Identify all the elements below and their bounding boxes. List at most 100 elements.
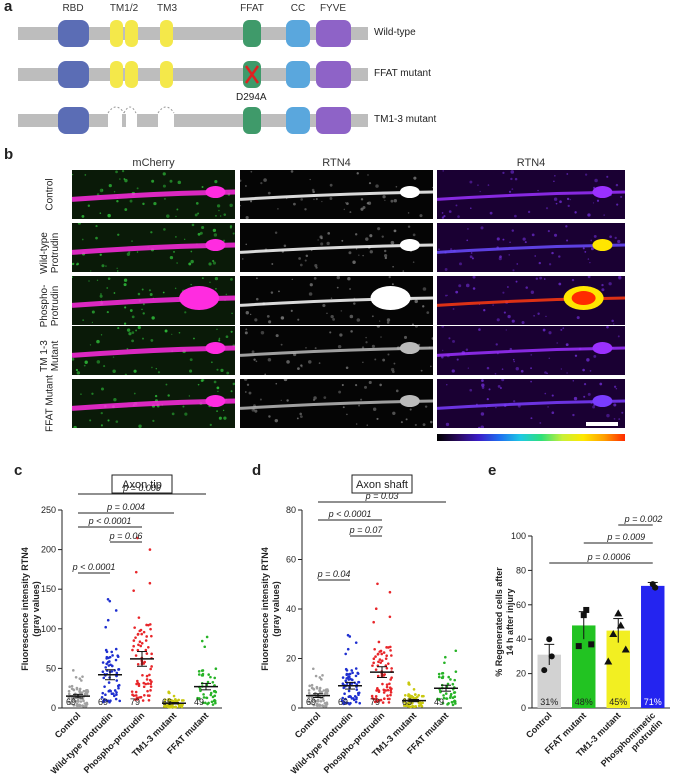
data-point: [71, 669, 75, 672]
y-tick-label: 100: [511, 531, 526, 541]
data-point: [386, 688, 390, 692]
data-point: [72, 698, 76, 702]
data-point: [84, 689, 88, 693]
p-value-label: p = 0.03: [365, 491, 399, 501]
data-point: [309, 702, 313, 705]
y-axis-label: % Regenerated cells after14 h after inju…: [494, 567, 515, 677]
axon-tip-chart: Axon tip 0 50 100 150 200 250 Fluorescence inte…: [20, 474, 222, 776]
data-point: [205, 696, 209, 700]
rbd-domain: [58, 107, 89, 134]
data-point: [81, 675, 84, 678]
data-point: [403, 694, 407, 697]
tm3-domain: [160, 20, 173, 47]
data-point: [105, 655, 109, 659]
data-point: [163, 698, 167, 702]
data-point: [385, 685, 389, 689]
data-point: [314, 699, 318, 703]
data-point: [437, 675, 441, 679]
micrograph-tile: [437, 170, 625, 219]
data-point: [149, 627, 152, 631]
data-point: [202, 696, 206, 699]
n-label: 69: [338, 697, 348, 707]
data-point: [422, 694, 425, 698]
data-point: [347, 678, 351, 681]
data-point: [139, 628, 143, 632]
data-point: [389, 678, 392, 681]
data-point: [116, 654, 120, 658]
row-label-1: Wild-type Protrudin: [39, 231, 61, 274]
data-point: [310, 683, 314, 687]
data-point: [150, 652, 153, 656]
tm2-domain: [125, 61, 138, 88]
data-point: [342, 702, 345, 706]
chart-title: Axon tip: [122, 479, 162, 491]
chart-title-box: [111, 474, 173, 494]
data-point: [382, 688, 386, 692]
data-point: [307, 689, 311, 692]
micrograph-tile: [240, 223, 433, 272]
data-point: [375, 689, 378, 692]
data-point: [136, 662, 140, 666]
data-point: [390, 667, 393, 670]
data-point: [325, 692, 329, 695]
cc-domain: [286, 20, 310, 47]
data-point: [311, 667, 315, 671]
data-point: [321, 674, 324, 677]
y-tick-label: 40: [286, 604, 296, 614]
data-point: [171, 699, 175, 703]
data-point: [377, 660, 380, 664]
y-tick-label: 50: [46, 663, 56, 673]
data-point: [115, 671, 119, 675]
data-point: [321, 704, 324, 707]
data-point: [379, 661, 383, 664]
y-tick-label: 80: [286, 505, 296, 515]
column-header-rtn4-heatmap: RTN4: [516, 157, 546, 169]
data-point: [319, 699, 323, 703]
data-point: [415, 695, 419, 699]
data-point: [351, 671, 354, 675]
data-point: [67, 689, 71, 693]
data-point: [314, 674, 318, 678]
data-point: [101, 661, 105, 664]
data-point: [209, 675, 212, 679]
data-point: [342, 686, 346, 690]
data-point: [80, 679, 83, 682]
data-point: [146, 682, 150, 685]
data-point: [407, 681, 411, 684]
data-point: [389, 649, 392, 652]
data-point: [322, 699, 325, 702]
data-point: [115, 693, 118, 696]
n-label: 69: [66, 697, 76, 707]
data-point: [197, 697, 201, 701]
data-point: [370, 694, 374, 698]
data-point: [83, 692, 87, 696]
data-point: [134, 694, 138, 697]
data-point: [114, 658, 118, 662]
data-point: [372, 697, 376, 701]
data-point: [312, 688, 316, 691]
data-point: [140, 632, 144, 636]
category-label: Control: [524, 710, 554, 740]
data-point: [357, 693, 360, 697]
data-point: [583, 606, 590, 613]
data-point: [408, 694, 412, 698]
bar-value-label: 31%: [540, 697, 558, 707]
data-point: [541, 667, 548, 674]
data-point: [440, 672, 444, 675]
data-point: [135, 682, 138, 686]
data-point: [412, 688, 416, 691]
data-point: [149, 685, 153, 688]
tm2-domain: [125, 20, 138, 47]
data-point: [411, 695, 415, 699]
rbd-domain: [58, 61, 89, 88]
domain-label-fyve: FYVE: [319, 3, 347, 14]
y-tick-label: 150: [41, 584, 56, 594]
data-point: [372, 620, 375, 624]
y-axis-label: Fluorescence intensity RTN4(gray values): [20, 547, 41, 671]
micrograph-tile: [72, 223, 235, 272]
data-point: [349, 695, 352, 698]
data-point: [374, 695, 378, 698]
y-axis-label: Fluorescence intensity RTN4(gray values): [260, 547, 281, 671]
data-point: [379, 649, 383, 653]
data-point: [387, 701, 391, 704]
